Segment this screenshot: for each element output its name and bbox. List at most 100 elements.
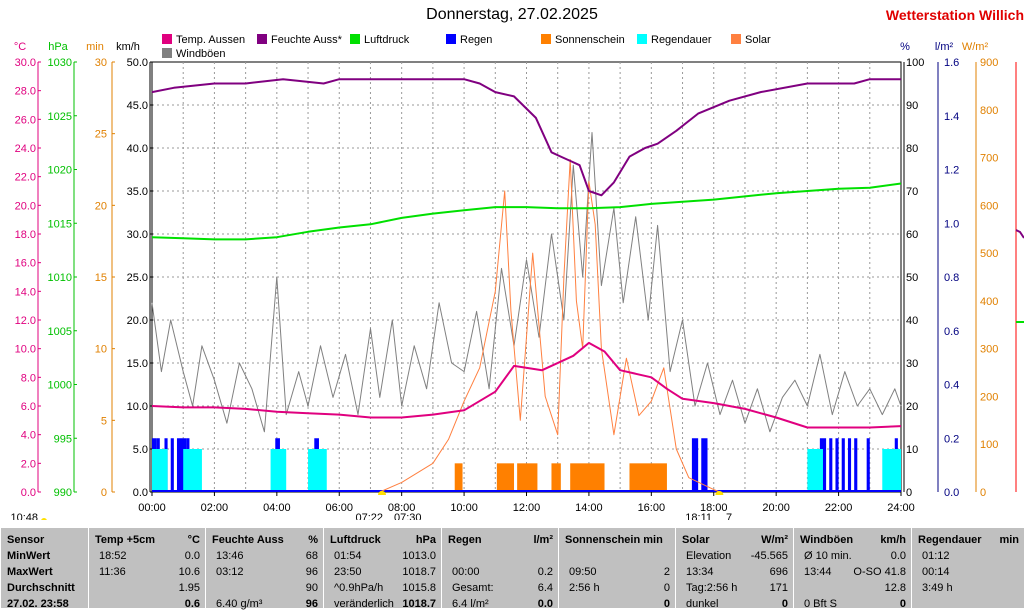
bar-regen bbox=[829, 438, 833, 492]
tick-label-solar: 700 bbox=[980, 153, 998, 165]
stats-unit: W/m² bbox=[761, 534, 788, 546]
bar-regen bbox=[866, 438, 870, 492]
day-start-time: 10:48 bbox=[10, 512, 38, 520]
legend-swatch bbox=[257, 34, 267, 44]
x-tick-label: 04:00 bbox=[263, 502, 291, 514]
stats-cell-time: 6.40 g/m³ bbox=[216, 598, 263, 610]
tick-label-temp: 0.0 bbox=[21, 487, 36, 499]
unit-label-temp: °C bbox=[14, 41, 26, 53]
bar-regendauer bbox=[882, 449, 901, 492]
stats-cell-value: 0 bbox=[663, 598, 670, 610]
tick-label-temp: 4.0 bbox=[21, 430, 36, 442]
statistics-panel: Sensor MinWert MaxWert Durchschnitt 27.02. 2… bbox=[0, 528, 1024, 610]
stats-cell-time: Elevation bbox=[686, 550, 732, 562]
bar-sonnenschein bbox=[551, 463, 561, 492]
tick-label-pressure: 995 bbox=[54, 433, 72, 445]
stats-cell-time: 18:52 bbox=[99, 550, 127, 562]
bar-regendauer bbox=[152, 449, 168, 492]
tick-label-humidity: 0 bbox=[906, 487, 912, 499]
bar-regendauer bbox=[183, 449, 202, 492]
tick-label-minutes: 20 bbox=[95, 200, 107, 212]
second-chart-line bbox=[1015, 229, 1024, 239]
unit-label-solar: W/m² bbox=[962, 41, 989, 53]
sunset-time-b: 7 bbox=[726, 512, 732, 520]
stats-column-solar: Solar W/m² Elevation -45.565 13:34 696 Tag:2:5… bbox=[675, 528, 794, 610]
stats-header: Sensor bbox=[7, 534, 45, 546]
legend-swatch bbox=[446, 34, 456, 44]
tick-label-temp: 30.0 bbox=[15, 57, 36, 69]
legend-label: Temp. Aussen bbox=[176, 34, 245, 46]
stats-column-pressure: Luftdruck hPa 01:54 1013.0 23:50 1018.7 ^0.9hP… bbox=[323, 528, 442, 610]
bar-regen bbox=[835, 438, 839, 492]
stats-cell-value: 12.8 bbox=[884, 582, 906, 594]
stats-header: Solar bbox=[682, 534, 710, 546]
x-tick-label: 00:00 bbox=[138, 502, 166, 514]
stats-cell-value: 96 bbox=[305, 598, 318, 610]
legend-label: Luftdruck bbox=[364, 34, 410, 46]
stats-cell-value: 0 bbox=[781, 598, 788, 610]
unit-label-pressure: hPa bbox=[48, 41, 68, 53]
tick-label-rain: 1.0 bbox=[944, 218, 959, 230]
stats-cell-time: 01:54 bbox=[334, 550, 362, 562]
bar-sonnenschein bbox=[517, 463, 538, 492]
tick-label-humidity: 40 bbox=[906, 315, 918, 327]
stats-column-sensor: Sensor MinWert MaxWert Durchschnitt 27.02. 2… bbox=[0, 528, 89, 610]
tick-label-pressure: 1030 bbox=[48, 57, 72, 69]
legend-label: Solar bbox=[745, 34, 771, 46]
series-line-luftdruck bbox=[151, 182, 902, 241]
stats-unit: °C bbox=[187, 534, 200, 546]
stats-cell-time: 11:36 bbox=[99, 566, 126, 578]
tick-label-solar: 500 bbox=[980, 248, 998, 260]
stats-cell-time: 03:12 bbox=[216, 566, 244, 578]
tick-label-solar: 900 bbox=[980, 57, 998, 69]
bar-regen bbox=[691, 438, 699, 492]
unit-label-wind: km/h bbox=[116, 41, 140, 53]
stats-cell-time: ^0.9hPa/h bbox=[334, 582, 384, 594]
sun-marker bbox=[715, 491, 724, 495]
tick-label-solar: 800 bbox=[980, 105, 998, 117]
stats-cell-value: 10.6 bbox=[178, 566, 200, 578]
stats-cell-value: 6.4 bbox=[537, 582, 553, 594]
stats-unit: hPa bbox=[415, 534, 436, 546]
tick-label-solar: 400 bbox=[980, 296, 998, 308]
tick-label-wind: 15.0 bbox=[127, 358, 148, 370]
bar-regen bbox=[841, 438, 845, 492]
tick-label-minutes: 0 bbox=[101, 487, 107, 499]
tick-label-humidity: 20 bbox=[906, 401, 918, 413]
sun-marker bbox=[378, 491, 387, 495]
chart-title: Donnerstag, 27.02.2025 bbox=[426, 6, 598, 23]
stats-cell-time: 3:49 h bbox=[922, 582, 953, 594]
tick-label-rain: 1.4 bbox=[944, 111, 959, 123]
bar-sonnenschein bbox=[570, 463, 605, 492]
tick-label-pressure: 1015 bbox=[48, 218, 72, 230]
tick-label-rain: 1.2 bbox=[944, 165, 959, 177]
tick-label-temp: 14.0 bbox=[15, 286, 36, 298]
stats-cell-time: 23:50 bbox=[334, 566, 362, 578]
stats-cell-time: 2:56 h bbox=[569, 582, 600, 594]
stats-cell-value: 1018.7 bbox=[402, 598, 436, 610]
tick-label-wind: 35.0 bbox=[127, 186, 148, 198]
stats-cell-value: 0 bbox=[899, 598, 906, 610]
stats-cell-time: Ø 10 min. bbox=[804, 550, 852, 562]
weather-chart: 30.0 28.0 26.0 24.0 22.0 20.0 18.0 16.0 14.0 12.0… bbox=[10, 34, 1024, 520]
tick-label-temp: 24.0 bbox=[15, 143, 36, 155]
stats-row-label: Durchschnitt bbox=[7, 582, 75, 594]
bar-regen bbox=[701, 438, 708, 492]
tick-label-humidity: 30 bbox=[906, 358, 918, 370]
x-tick-label: 14:00 bbox=[575, 502, 603, 514]
tick-label-temp: 2.0 bbox=[21, 458, 36, 470]
stats-row-label: MaxWert bbox=[7, 566, 53, 578]
tick-label-pressure: 990 bbox=[54, 487, 72, 499]
stats-unit: % bbox=[308, 534, 318, 546]
stats-column-temp: Temp +5cm °C 18:52 0.0 11:36 10.6 1.95 0.6 bbox=[88, 528, 206, 610]
tick-label-temp: 18.0 bbox=[15, 229, 36, 241]
bar-regendauer bbox=[270, 449, 287, 492]
stats-header: Windböen bbox=[800, 534, 854, 546]
bar-regendauer bbox=[807, 449, 823, 492]
tick-label-humidity: 80 bbox=[906, 143, 918, 155]
tick-label-minutes: 15 bbox=[95, 272, 107, 284]
x-tick-label: 12:00 bbox=[513, 502, 541, 514]
tick-label-minutes: 25 bbox=[95, 129, 107, 141]
tick-label-rain: 0.2 bbox=[944, 433, 959, 445]
stats-cell-time: 00:14 bbox=[922, 566, 950, 578]
